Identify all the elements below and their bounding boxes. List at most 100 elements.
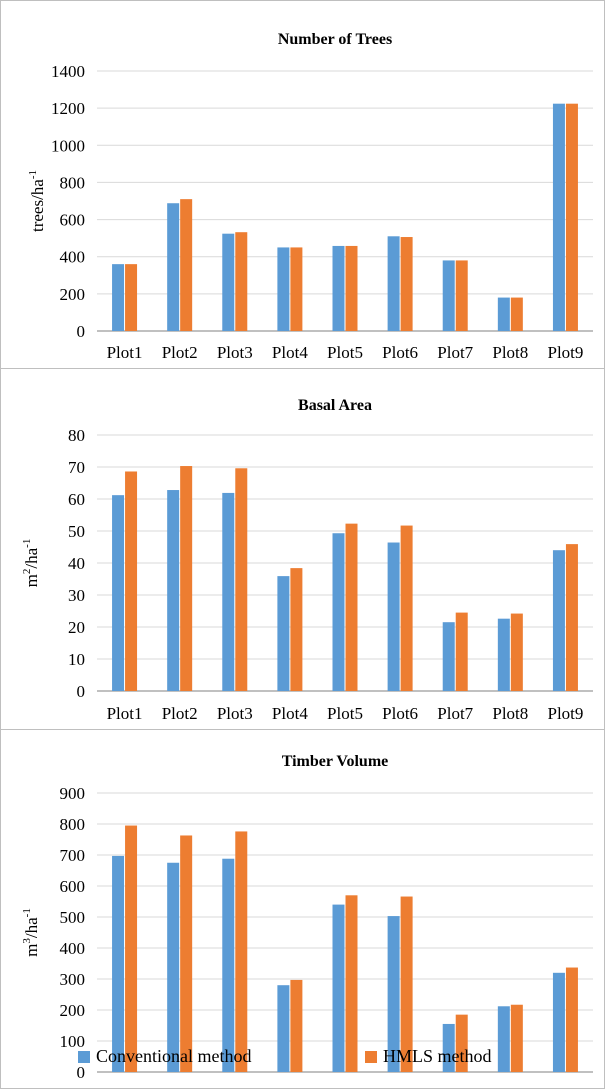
- y-tick-label: 0: [77, 322, 86, 341]
- bar-hmls-plot1: [125, 264, 138, 331]
- x-tick-label: Plot7: [437, 704, 473, 723]
- bar-conventional-plot2: [167, 862, 180, 1072]
- legend: Conventional method HMLS method: [0, 1036, 603, 1076]
- bar-conventional-plot4: [277, 576, 290, 691]
- x-tick-label: Plot1: [107, 704, 143, 723]
- x-tick-label: Plot1: [107, 343, 143, 362]
- bar-conventional-plot6: [387, 236, 400, 331]
- chart-title: Number of Trees: [278, 31, 392, 48]
- bar-conventional-plot3: [222, 858, 235, 1072]
- y-tick-label: 600: [60, 211, 86, 230]
- bar-conventional-plot1: [112, 495, 125, 691]
- bar-hmls-plot5: [345, 895, 358, 1072]
- x-tick-label: Plot9: [547, 704, 583, 723]
- legend-item-hmls: HMLS method: [365, 1046, 492, 1067]
- bar-conventional-plot9: [552, 103, 565, 331]
- y-tick-label: 300: [60, 970, 86, 989]
- x-tick-label: Plot4: [272, 343, 308, 362]
- x-tick-label: Plot8: [492, 343, 528, 362]
- bar-hmls-plot7: [455, 1014, 468, 1072]
- bar-conventional-plot9: [552, 550, 565, 691]
- x-tick-label: Plot5: [327, 1087, 363, 1088]
- y-tick-label: 700: [60, 846, 86, 865]
- bar-hmls-plot8: [510, 613, 523, 691]
- bar-hmls-plot2: [180, 466, 193, 691]
- bar-conventional-plot5: [332, 533, 345, 691]
- bar-conventional-plot1: [112, 264, 125, 331]
- chart-number-of-trees: Number of Trees 0 200 400 600 800 1000 1200 1400…: [27, 31, 593, 362]
- bar-conventional-plot7: [442, 260, 455, 331]
- bar-conventional-plot6: [387, 542, 400, 691]
- bar-hmls-plot8: [510, 1004, 523, 1072]
- y-tick-label: 600: [60, 877, 86, 896]
- x-tick-label: Plot5: [327, 704, 363, 723]
- bar-conventional-plot4: [277, 985, 290, 1072]
- legend-swatch-hmls: [365, 1050, 377, 1063]
- y-tick-label: 10: [68, 650, 85, 669]
- y-axis-label: m3/ha-1: [21, 908, 41, 957]
- y-tick-label: 80: [68, 426, 85, 445]
- bar-hmls-plot6: [400, 525, 413, 691]
- chart-title: Timber Volume: [282, 753, 389, 770]
- y-tick-label: 400: [60, 939, 86, 958]
- y-tick-label: 0: [77, 1063, 86, 1082]
- bar-hmls-plot1: [125, 471, 138, 691]
- bar-hmls-plot4: [290, 979, 303, 1072]
- x-tick-label: Plot4: [272, 704, 308, 723]
- bar-conventional-plot7: [442, 1023, 455, 1072]
- chart-timber-volume: Timber Volume 0 100 200 300 400 500 600 700 800 90…: [21, 753, 593, 1088]
- y-tick-label: 20: [68, 618, 85, 637]
- y-tick-label: 0: [77, 682, 86, 701]
- legend-label-conventional: Conventional method: [96, 1046, 252, 1066]
- bar-conventional-plot2: [167, 203, 180, 331]
- bar-hmls-plot5: [345, 245, 358, 331]
- y-tick-label: 1000: [51, 136, 85, 155]
- chart-panel-timber-volume: Timber Volume 0 100 200 300 400 500 600 700 800 90…: [0, 729, 605, 1089]
- bar-hmls-plot7: [455, 260, 468, 331]
- bar-hmls-plot6: [400, 237, 413, 331]
- bar-hmls-plot2: [180, 199, 193, 331]
- x-tick-label: Plot6: [382, 1087, 418, 1088]
- bar-conventional-plot5: [332, 245, 345, 331]
- x-tick-label: Plot7: [437, 343, 473, 362]
- bar-hmls-plot6: [400, 896, 413, 1072]
- bar-hmls-plot4: [290, 568, 303, 691]
- bar-conventional-plot5: [332, 904, 345, 1072]
- x-tick-label: Plot5: [327, 343, 363, 362]
- x-tick-label: Plot3: [217, 343, 253, 362]
- y-tick-label: 50: [68, 522, 85, 541]
- x-tick-label: Plot2: [162, 704, 198, 723]
- y-tick-label: 200: [60, 1001, 86, 1020]
- y-tick-label: 30: [68, 586, 85, 605]
- x-tick-label: Plot1: [107, 1087, 143, 1088]
- x-tick-label: Plot2: [162, 1087, 198, 1088]
- bar-hmls-plot9: [565, 967, 578, 1072]
- x-tick-label: Plot6: [382, 704, 418, 723]
- chart-panel-basal-area: Basal Area 0 10 20 30 40 50 60 70 80 m2/ha-1 Plot1 P…: [0, 368, 605, 730]
- bar-hmls-plot3: [235, 468, 248, 691]
- y-tick-label: 500: [60, 908, 86, 927]
- bar-hmls-plot9: [565, 544, 578, 691]
- bar-hmls-plot7: [455, 612, 468, 691]
- bar-hmls-plot8: [510, 297, 523, 331]
- bar-hmls-plot5: [345, 523, 358, 691]
- x-tick-label: Plot7: [437, 1087, 473, 1088]
- bar-conventional-plot3: [222, 492, 235, 691]
- x-tick-label: Plot2: [162, 343, 198, 362]
- x-tick-label: Plot3: [217, 704, 253, 723]
- chart-title: Basal Area: [298, 397, 372, 414]
- x-tick-label: Plot9: [547, 1087, 583, 1088]
- x-tick-label: Plot6: [382, 343, 418, 362]
- bar-conventional-plot2: [167, 490, 180, 691]
- chart-basal-area: Basal Area 0 10 20 30 40 50 60 70 80 m2/ha-1 Plot1 P…: [21, 397, 593, 723]
- bar-conventional-plot9: [552, 972, 565, 1072]
- bar-conventional-plot6: [387, 916, 400, 1072]
- bar-hmls-plot9: [565, 103, 578, 331]
- x-tick-label: Plot8: [492, 704, 528, 723]
- y-axis-label: trees/ha-1: [27, 170, 47, 232]
- bar-conventional-plot3: [222, 233, 235, 331]
- y-tick-label: 900: [60, 784, 86, 803]
- x-tick-label: Plot8: [492, 1087, 528, 1088]
- y-tick-label: 800: [60, 815, 86, 834]
- y-tick-label: 800: [60, 173, 86, 192]
